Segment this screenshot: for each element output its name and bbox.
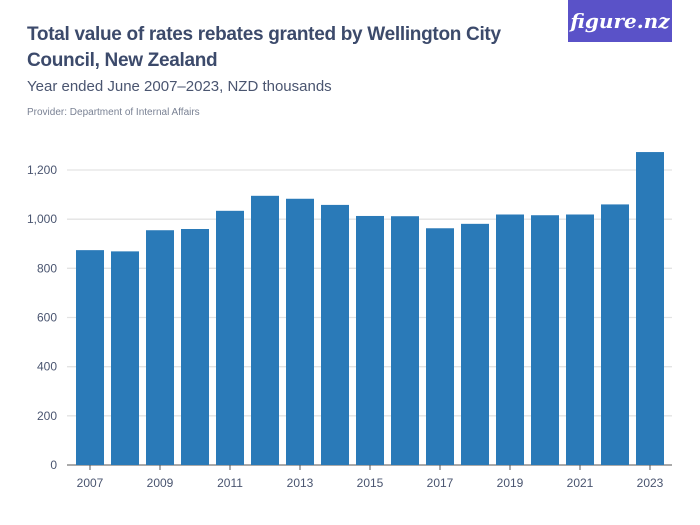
bar-2012 bbox=[251, 195, 279, 465]
bar-2013 bbox=[286, 198, 314, 465]
provider-note: Provider: Department of Internal Affairs bbox=[27, 107, 200, 118]
bar-2017 bbox=[426, 228, 454, 465]
y-tick-label: 1,200 bbox=[27, 163, 57, 177]
y-tick-label: 200 bbox=[37, 409, 57, 423]
logo-text: figure.nz bbox=[570, 9, 670, 33]
bar-2011 bbox=[216, 210, 244, 465]
y-tick-label: 600 bbox=[37, 311, 57, 325]
x-tick-label: 2019 bbox=[497, 476, 524, 490]
x-tick-label: 2007 bbox=[77, 476, 104, 490]
y-tick-label: 1,000 bbox=[27, 212, 57, 226]
y-tick-label: 800 bbox=[37, 261, 57, 275]
chart-subtitle: Year ended June 2007–2023, NZD thousands bbox=[27, 78, 332, 95]
bar-2020 bbox=[531, 215, 559, 465]
bar-2022 bbox=[601, 204, 629, 465]
bar-2014 bbox=[321, 204, 349, 466]
x-tick-label: 2023 bbox=[637, 476, 664, 490]
bar-2007 bbox=[76, 250, 104, 465]
bar-2015 bbox=[356, 215, 384, 465]
bar-2018 bbox=[461, 223, 489, 465]
bar-2010 bbox=[181, 229, 209, 465]
chart-title: Total value of rates rebates granted by … bbox=[27, 24, 501, 71]
bar-2019 bbox=[496, 214, 524, 465]
bar-2016 bbox=[391, 216, 419, 465]
figure-nz-logo[interactable]: figure.nz bbox=[568, 0, 672, 42]
x-tick-label: 2021 bbox=[567, 476, 594, 490]
x-tick-label: 2017 bbox=[427, 476, 454, 490]
x-tick-label: 2013 bbox=[287, 476, 314, 490]
bar-2021 bbox=[566, 214, 594, 465]
y-tick-label: 400 bbox=[37, 360, 57, 374]
bar-2008 bbox=[111, 251, 139, 465]
bar-2009 bbox=[146, 230, 174, 465]
x-tick-label: 2011 bbox=[217, 476, 243, 490]
bar-2023 bbox=[636, 152, 664, 465]
x-tick-label: 2015 bbox=[357, 476, 384, 490]
y-tick-label: 0 bbox=[50, 458, 57, 472]
x-tick-label: 2009 bbox=[147, 476, 174, 490]
